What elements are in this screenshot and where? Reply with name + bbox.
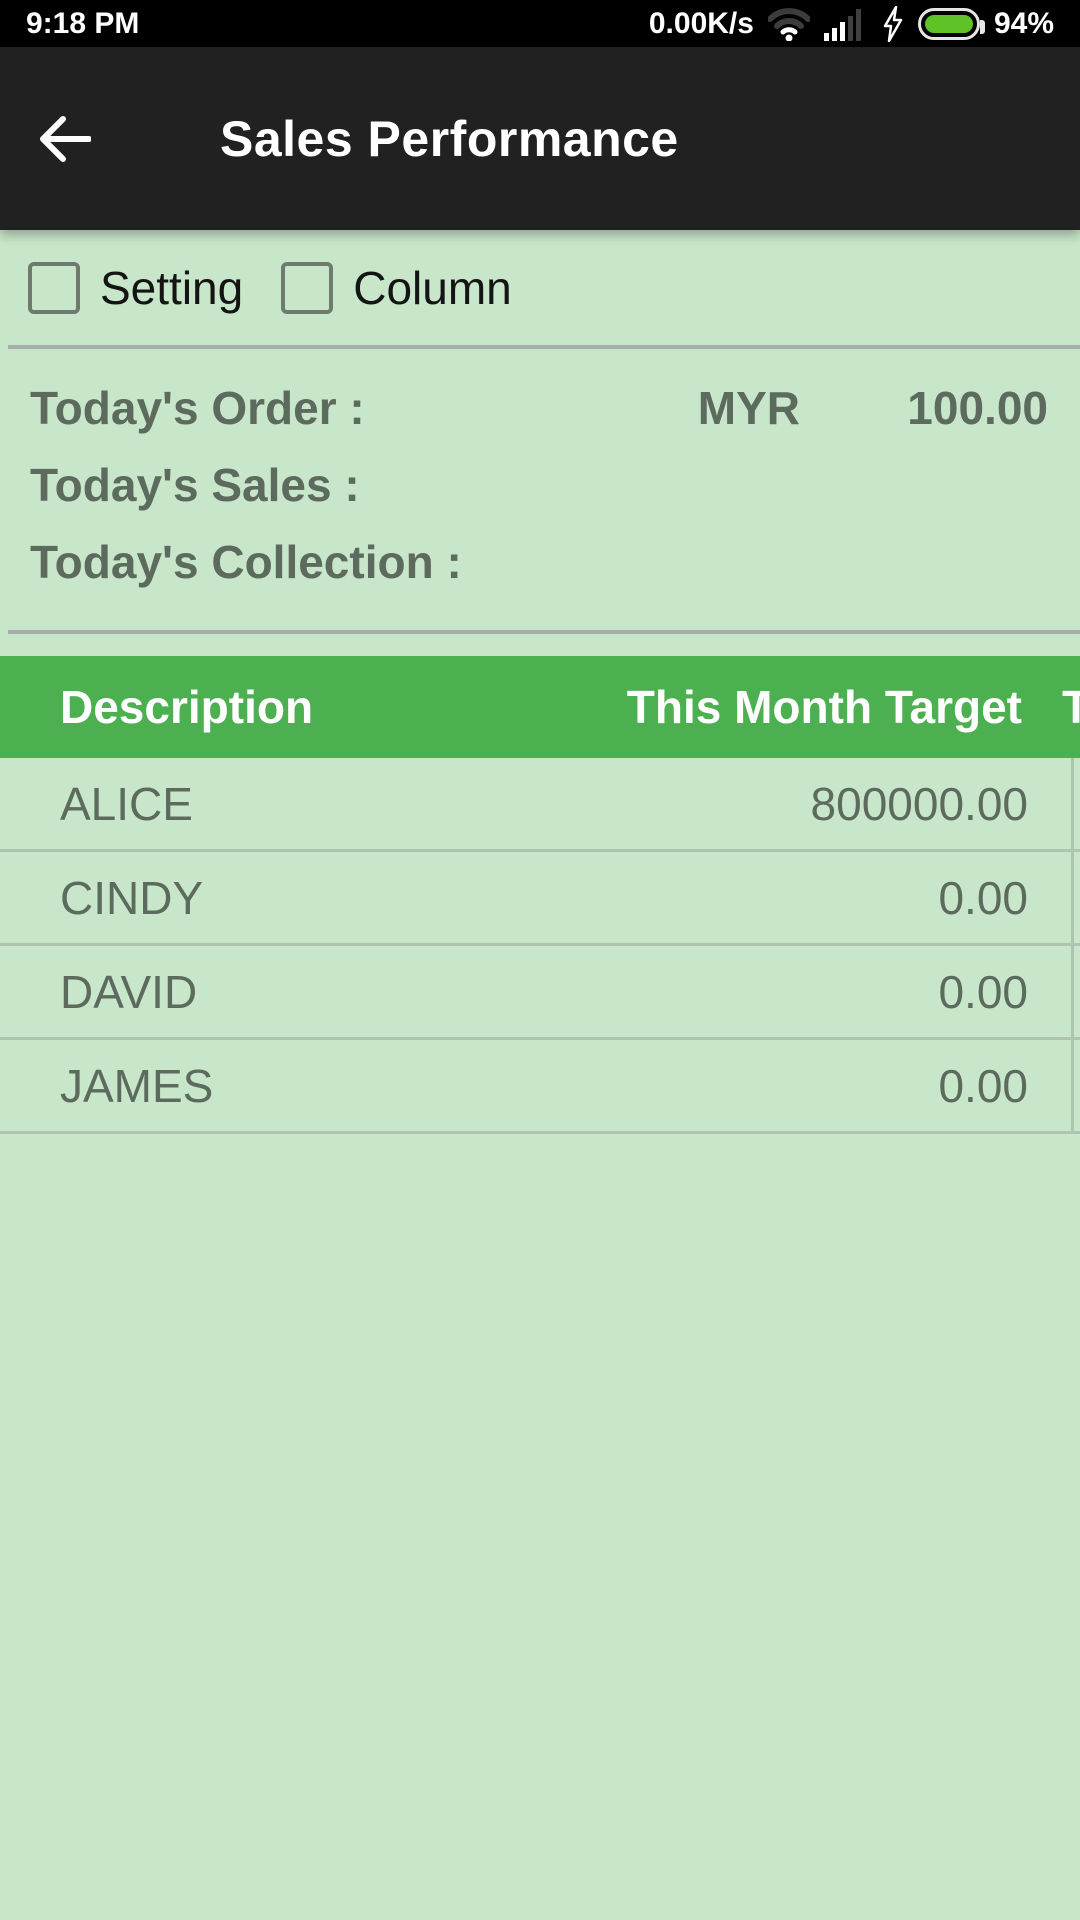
- summary-section: Today's Order : MYR 100.00 Today's Sales…: [0, 349, 1080, 630]
- todays-sales-label: Today's Sales :: [30, 458, 360, 511]
- todays-collection-label: Today's Collection :: [30, 535, 458, 588]
- battery-icon: [917, 7, 985, 40]
- column-checkbox-label[interactable]: Column: [353, 261, 512, 314]
- battery-nub: [979, 19, 985, 34]
- summary-row-order: Today's Order : MYR 100.00: [0, 369, 1080, 446]
- divider-bottom: [8, 630, 1080, 634]
- wifi-icon: [767, 7, 810, 41]
- battery-fill: [924, 14, 973, 33]
- todays-order-amount: 100.00: [907, 381, 1048, 434]
- app-bar: Sales Performance: [0, 47, 1080, 230]
- setting-checkbox[interactable]: [28, 261, 80, 314]
- summary-row-collection: Today's Collection :: [0, 523, 1080, 600]
- column-header-this-month-target: This Month Target: [626, 681, 1022, 733]
- row-target-value: 800000.00: [810, 777, 1028, 830]
- table-gap: [0, 634, 1080, 656]
- column-header-description: Description: [60, 681, 314, 733]
- charging-bolt-icon: [883, 5, 903, 42]
- table-row-james[interactable]: JAMES 0.00: [0, 1040, 1080, 1134]
- row-target-value: 0.00: [938, 871, 1028, 924]
- divider-top: [8, 345, 1080, 349]
- network-speed: 0.00K/s: [648, 6, 754, 40]
- row-name: DAVID: [60, 965, 198, 1018]
- page-title: Sales Performance: [220, 110, 679, 167]
- signal-bars-icon: [823, 8, 861, 41]
- row-name: ALICE: [60, 777, 193, 830]
- status-time: 9:18 PM: [26, 6, 140, 40]
- back-button[interactable]: [32, 107, 96, 171]
- table-row-david[interactable]: DAVID 0.00: [0, 946, 1080, 1040]
- todays-order-currency: MYR: [697, 381, 800, 434]
- status-bar-right: 0.00K/s 94%: [648, 5, 1054, 42]
- arrow-left-icon: [40, 115, 91, 162]
- table-header[interactable]: Description This Month Target T: [0, 656, 1080, 758]
- row-name: JAMES: [60, 1059, 214, 1112]
- row-target-value: 0.00: [938, 965, 1028, 1018]
- todays-order-label: Today's Order :: [30, 381, 365, 434]
- column-divider-line: [1071, 758, 1074, 1134]
- table-row-alice[interactable]: ALICE 800000.00: [0, 758, 1080, 852]
- status-bar: 9:18 PM 0.00K/s 94%: [0, 0, 1080, 47]
- battery-percent: 94%: [993, 6, 1054, 40]
- column-checkbox[interactable]: [281, 261, 334, 314]
- table-row-cindy[interactable]: CINDY 0.00: [0, 852, 1080, 946]
- table-body[interactable]: ALICE 800000.00 CINDY 0.00 DAVID 0.00 JA…: [0, 758, 1080, 1134]
- setting-checkbox-label[interactable]: Setting: [100, 261, 244, 314]
- column-header-next-clipped: T: [1062, 681, 1080, 733]
- row-target-value: 0.00: [938, 1059, 1028, 1112]
- row-name: CINDY: [60, 871, 204, 924]
- filter-row: Setting Column: [0, 230, 1080, 345]
- summary-row-sales: Today's Sales :: [0, 446, 1080, 523]
